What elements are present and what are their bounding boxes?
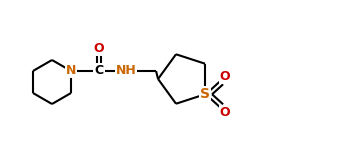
Text: NH: NH	[116, 64, 136, 78]
Text: O: O	[220, 70, 231, 83]
Text: O: O	[220, 106, 231, 119]
Text: C: C	[95, 64, 104, 78]
Text: N: N	[66, 64, 76, 78]
Text: S: S	[200, 87, 210, 101]
Text: O: O	[94, 42, 104, 56]
